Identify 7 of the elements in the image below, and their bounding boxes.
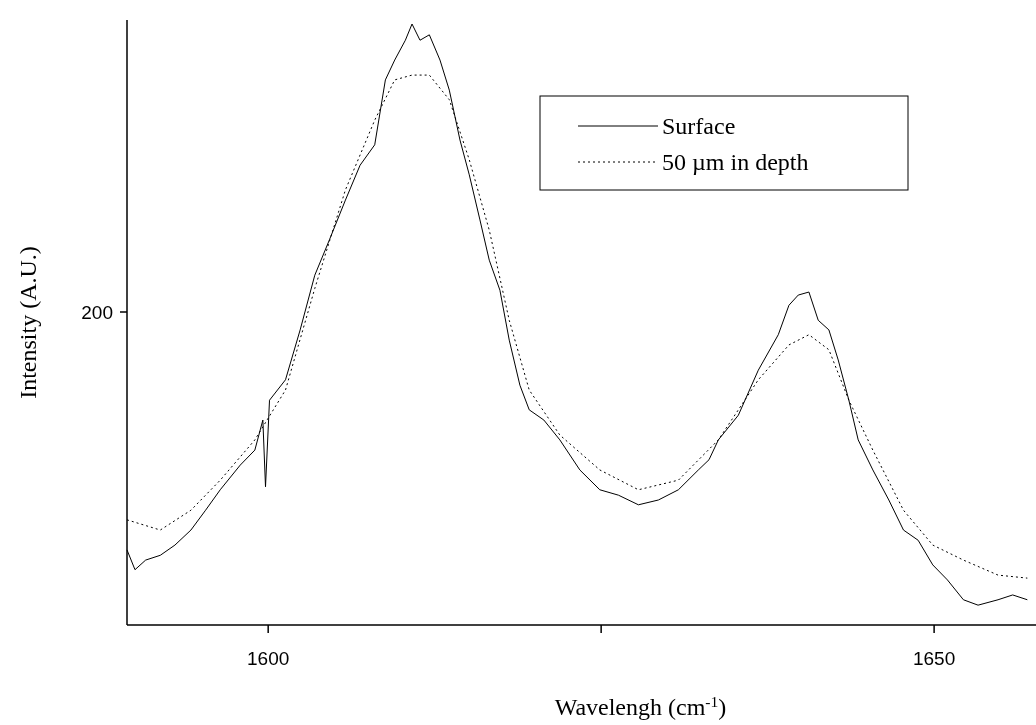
legend-label: 50 µm in depth (662, 149, 809, 175)
text: 200 (81, 302, 113, 323)
y-axis-title: Intensity (A.U.) (15, 246, 41, 399)
legend-label: Surface (662, 113, 736, 139)
x-tick-label: 1650 (912, 648, 956, 669)
x-tick-label: 1600 (247, 648, 290, 669)
x-axis-title: Wavelengh (cm$^{-1}$) (554, 692, 727, 720)
